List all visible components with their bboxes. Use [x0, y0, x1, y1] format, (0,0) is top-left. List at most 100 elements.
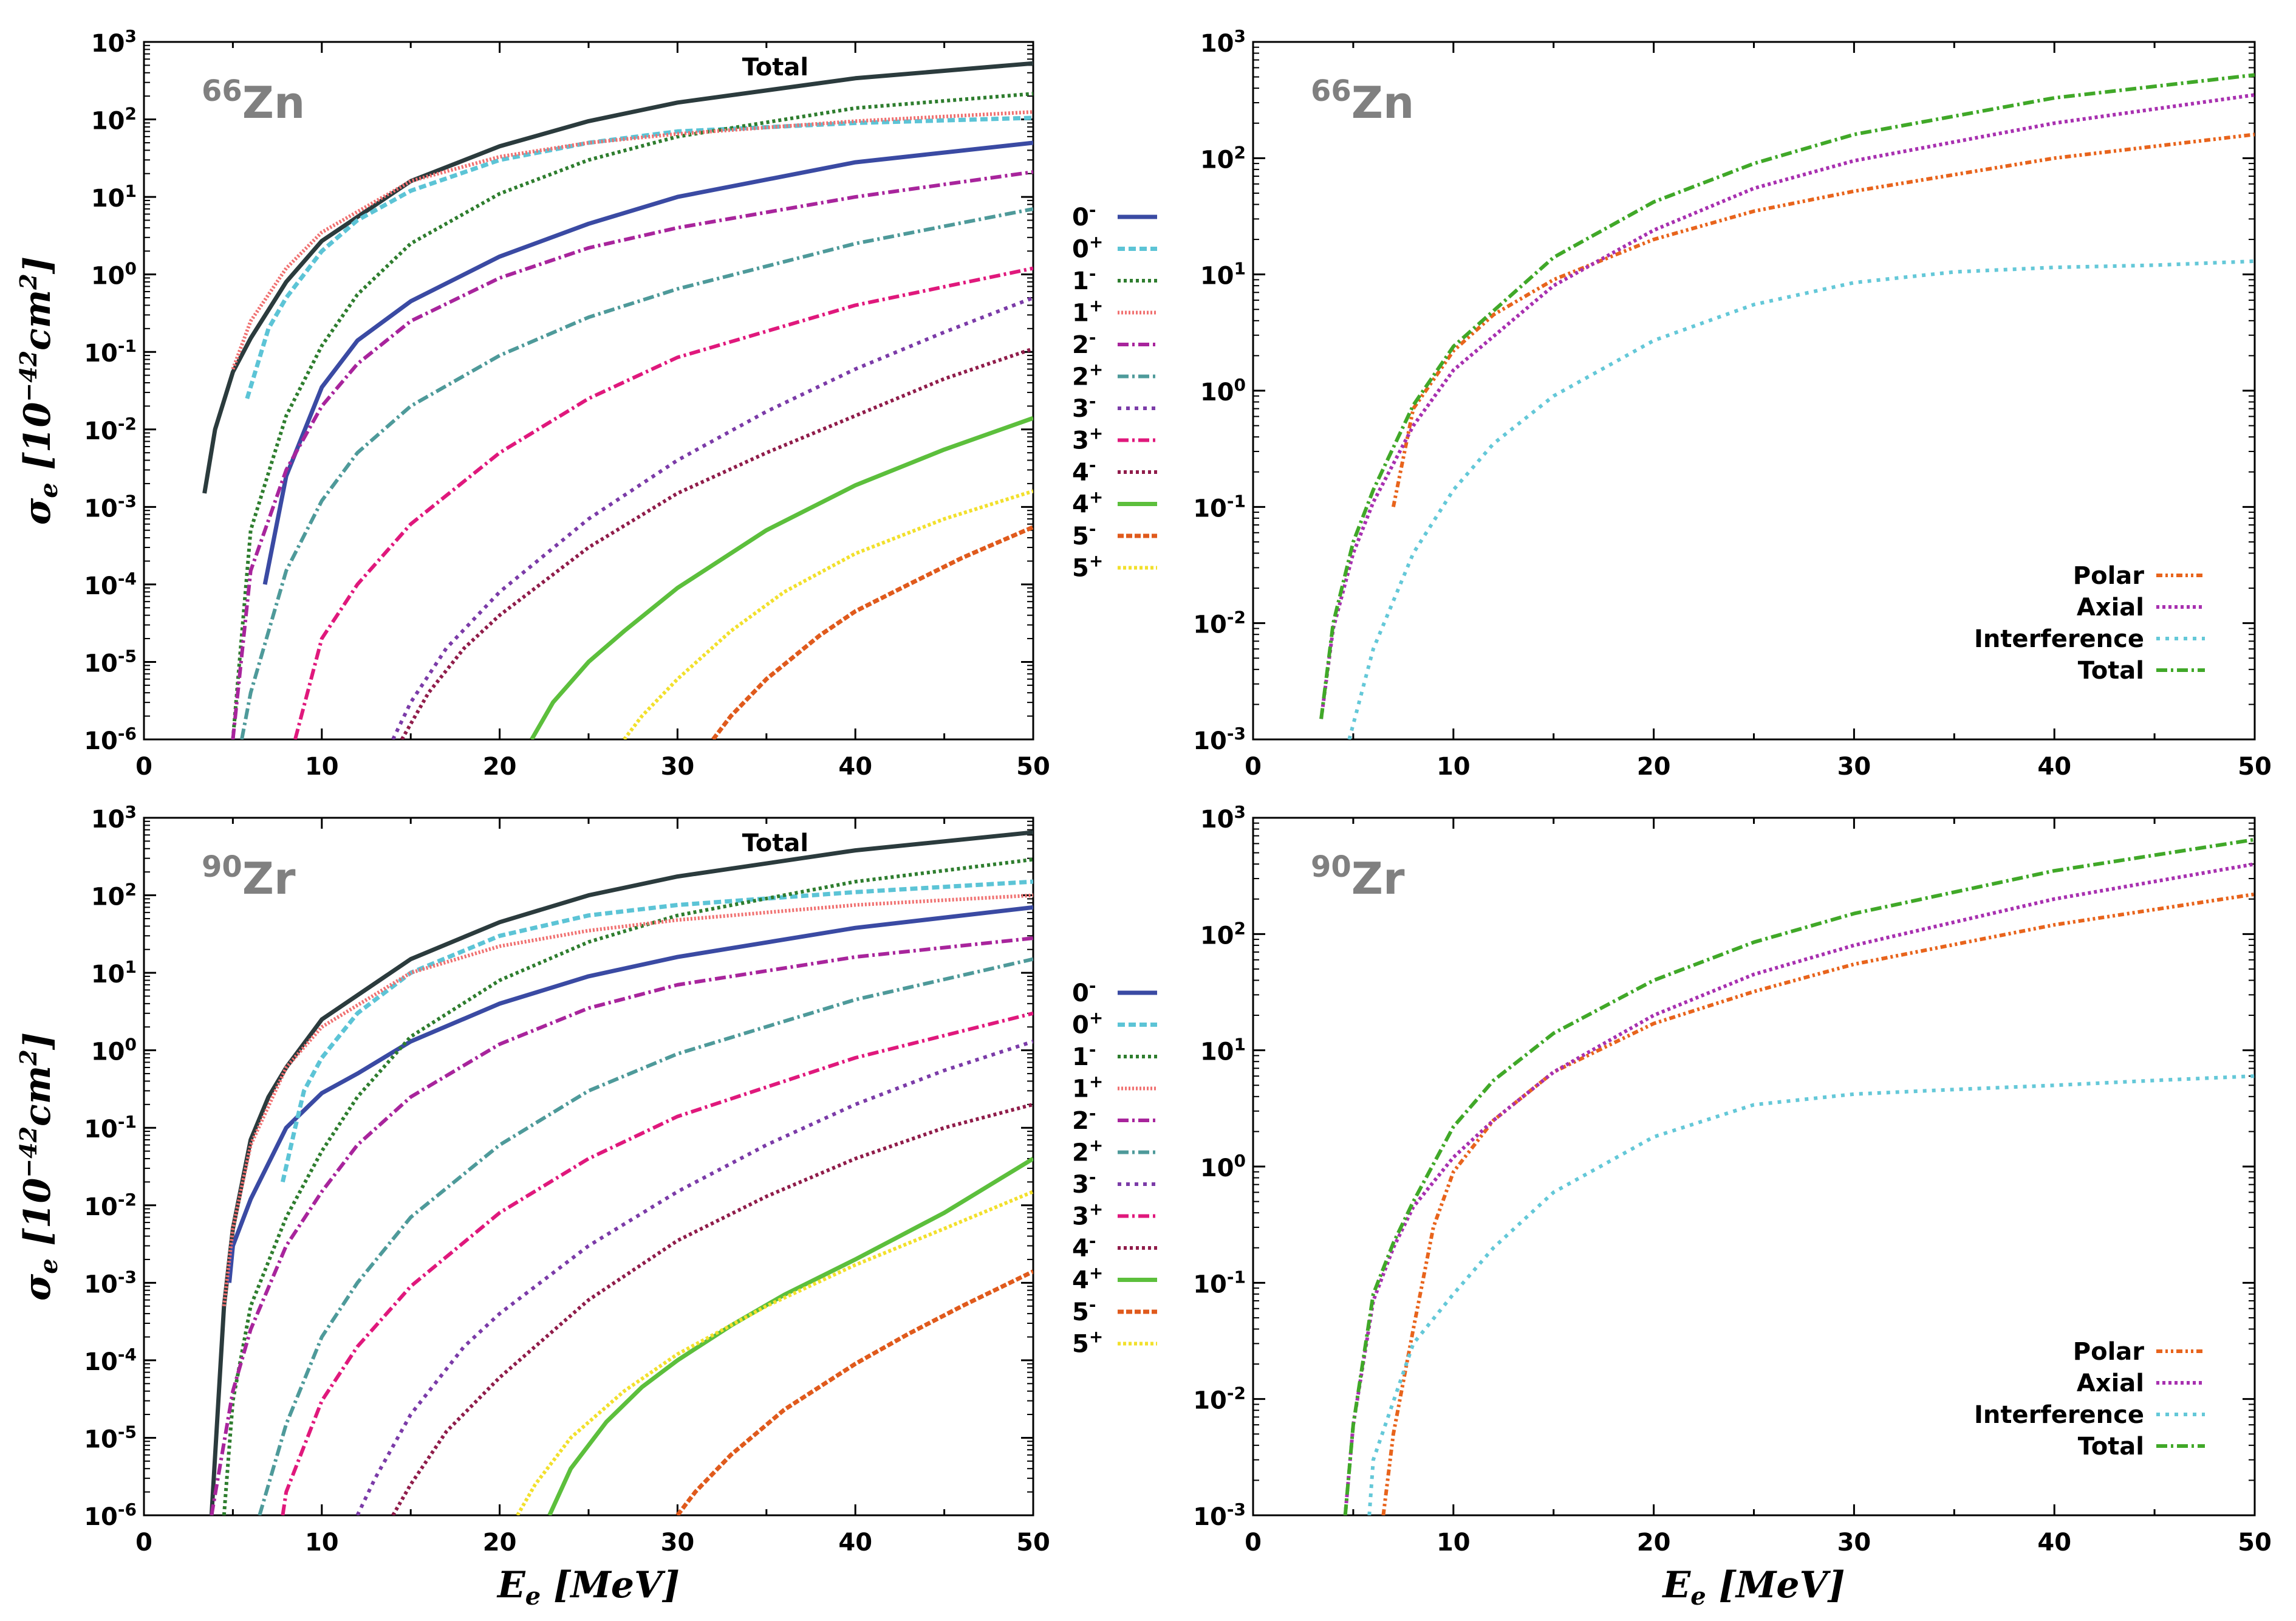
- total-annotation: Total: [742, 53, 808, 81]
- series-line-2+: [240, 207, 1033, 739]
- y-tick-label: 102: [1200, 918, 1246, 950]
- legend-label: Axial: [2077, 594, 2144, 622]
- series-line-Polar: [1391, 132, 2255, 507]
- y-tick-label: 10-3: [84, 1267, 137, 1298]
- y-tick-label: 10-1: [84, 336, 137, 368]
- legend-label: 3+: [1072, 1199, 1103, 1231]
- series-line-3+: [293, 266, 1033, 739]
- x-tick-label: 10: [305, 753, 339, 781]
- legend-label: 5-: [1072, 1295, 1096, 1326]
- legend-label: 0+: [1072, 232, 1103, 264]
- y-tick-label: 10-6: [84, 724, 137, 755]
- legend-label: Polar: [2073, 562, 2145, 590]
- y-tick-label: 10-3: [84, 491, 137, 523]
- legend-label: Interference: [1974, 1401, 2144, 1429]
- x-tick-label: 10: [305, 1529, 339, 1557]
- legend-label: Polar: [2073, 1338, 2145, 1366]
- nucleus-label: 90Zr: [1311, 850, 1405, 904]
- y-tick-label: 102: [1200, 142, 1246, 174]
- series-line-4+: [530, 416, 1033, 739]
- x-tick-label: 40: [838, 1529, 872, 1557]
- series-line-0+: [245, 115, 1033, 400]
- legend-label: 3+: [1072, 423, 1103, 455]
- y-tick-label: 10-1: [1193, 1267, 1246, 1298]
- x-tick-label: 0: [1245, 1529, 1262, 1557]
- legend-label: 5+: [1072, 1327, 1103, 1359]
- series-line-Total: [1319, 73, 2255, 719]
- series-line-4+: [547, 1157, 1033, 1515]
- x-tick-label: 0: [1245, 753, 1262, 781]
- legend-label: 2+: [1072, 360, 1103, 391]
- series-line-2+: [258, 957, 1033, 1515]
- nucleus-label: 90Zr: [202, 850, 296, 904]
- series-line-4-: [391, 1102, 1033, 1515]
- y-tick-label: 100: [91, 259, 137, 290]
- y-tick-label: 101: [91, 957, 137, 989]
- series-line-Total: [1343, 837, 2255, 1515]
- series-line-1-: [222, 857, 1033, 1515]
- y-tick-label: 103: [1200, 802, 1246, 834]
- x-tick-label: 0: [135, 753, 152, 781]
- panel-bottom-left: 0 10 20 30 40 50 10-6 10-5 10-4 10-3 10-2 10-1 100 10…: [15, 802, 1157, 1611]
- series-line-2-: [231, 170, 1033, 739]
- y-tick-label: 102: [91, 880, 137, 911]
- y-tick-label: 10-5: [84, 1422, 137, 1453]
- legend-label: 2-: [1072, 327, 1096, 359]
- y-tick-label: 10-2: [1193, 608, 1246, 639]
- series-line-0-: [227, 905, 1033, 1283]
- y-tick-label: 10-4: [84, 569, 137, 600]
- y-tick-label: 103: [1200, 26, 1246, 58]
- legend-label: 4-: [1072, 1231, 1096, 1263]
- series-line-4-: [400, 347, 1033, 739]
- series-line-1+: [231, 110, 1033, 370]
- panel-top-right: 0 10 20 30 40 50 10-3 10-2 10-1 100 101 102 103 66Zn P…: [1193, 26, 2272, 781]
- series-line-3-: [391, 296, 1033, 739]
- legend-label: 5+: [1072, 551, 1103, 583]
- x-tick-label: 50: [1016, 753, 1050, 781]
- y-tick-label: 10-2: [1193, 1383, 1246, 1415]
- y-tick-label: 10-6: [84, 1499, 137, 1531]
- legend-label: 5-: [1072, 519, 1096, 550]
- x-tick-label: 40: [838, 753, 872, 781]
- y-tick-label: 103: [91, 26, 137, 58]
- x-tick-label: 50: [1016, 1529, 1050, 1557]
- legend-label: 1+: [1072, 296, 1103, 327]
- panel-top-left: 0 10 20 30 40 50 10-6 10-5 10-4 10-3 10-2 10-1 100 10…: [15, 26, 1157, 781]
- x-tick-label: 30: [1837, 1529, 1871, 1557]
- series-line-5+: [516, 1190, 1033, 1515]
- series-line-5+: [623, 489, 1033, 739]
- y-tick-label: 10-4: [84, 1345, 137, 1376]
- y-tick-label: 10-5: [84, 646, 137, 677]
- y-axis-label: σe [10−42cm2]: [15, 1032, 63, 1301]
- legend-label: Total: [2078, 1433, 2144, 1461]
- y-tick-label: 10-3: [1193, 1499, 1246, 1531]
- y-tick-label: 102: [91, 104, 137, 135]
- legend-label: 0-: [1072, 976, 1096, 1007]
- x-tick-label: 20: [1637, 753, 1671, 781]
- legend-label: Axial: [2077, 1369, 2144, 1397]
- legend-label: 0+: [1072, 1008, 1103, 1040]
- series-line-3+: [281, 1011, 1033, 1515]
- x-axis-label: Ee [MeV]: [496, 1564, 680, 1611]
- x-tick-label: 30: [1837, 753, 1871, 781]
- series-line-5-: [711, 525, 1033, 739]
- series-line-1-: [231, 92, 1033, 739]
- legend-label: 2-: [1072, 1103, 1096, 1135]
- y-tick-label: 101: [1200, 259, 1246, 290]
- legend-label: 0-: [1072, 200, 1096, 231]
- nucleus-label: 66Zn: [1311, 74, 1414, 128]
- series-line-3-: [355, 1040, 1033, 1515]
- x-tick-label: 10: [1437, 1529, 1471, 1557]
- y-tick-label: 100: [91, 1035, 137, 1066]
- legend-label: 4-: [1072, 455, 1096, 487]
- x-axis-label: Ee [MeV]: [1662, 1564, 1845, 1611]
- x-tick-label: 50: [2238, 753, 2272, 781]
- legend-label: 1-: [1072, 1040, 1096, 1071]
- x-tick-label: 20: [483, 1529, 517, 1557]
- y-tick-label: 100: [1200, 375, 1246, 406]
- x-tick-label: 30: [661, 1529, 695, 1557]
- legend-label: Total: [2078, 657, 2144, 685]
- series-line-2-: [210, 936, 1033, 1515]
- total-annotation: Total: [742, 829, 808, 857]
- x-tick-label: 40: [2037, 753, 2071, 781]
